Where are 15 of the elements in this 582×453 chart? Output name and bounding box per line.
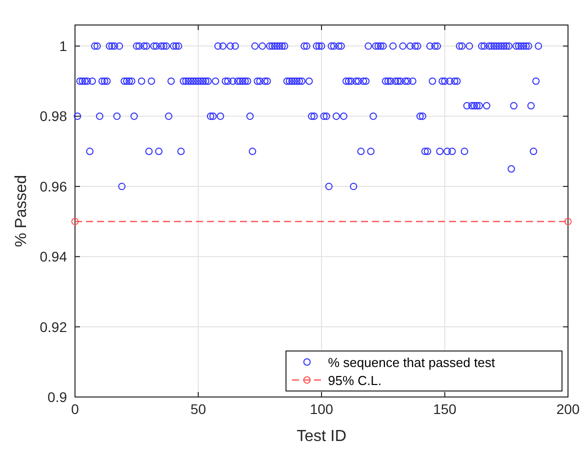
y-tick-label: 0.96	[40, 178, 68, 194]
x-axis-title: Test ID	[296, 428, 346, 445]
legend-label: % sequence that passed test	[328, 355, 496, 370]
y-tick-label: 0.98	[40, 108, 68, 124]
legend-label: 95% C.L.	[328, 373, 382, 388]
x-tick-label: 150	[433, 401, 457, 417]
y-tick-label: 1	[59, 38, 68, 54]
x-tick-label: 0	[71, 401, 80, 417]
x-tick-label: 100	[310, 401, 334, 417]
y-tick-label: 0.9	[48, 389, 68, 405]
y-tick-label: 0.92	[40, 318, 68, 335]
y-tick-label: 0.94	[40, 248, 68, 265]
x-tick-label: 200	[556, 401, 580, 417]
x-tick-label: 50	[190, 401, 206, 417]
y-axis-title: % Passed	[13, 174, 30, 248]
